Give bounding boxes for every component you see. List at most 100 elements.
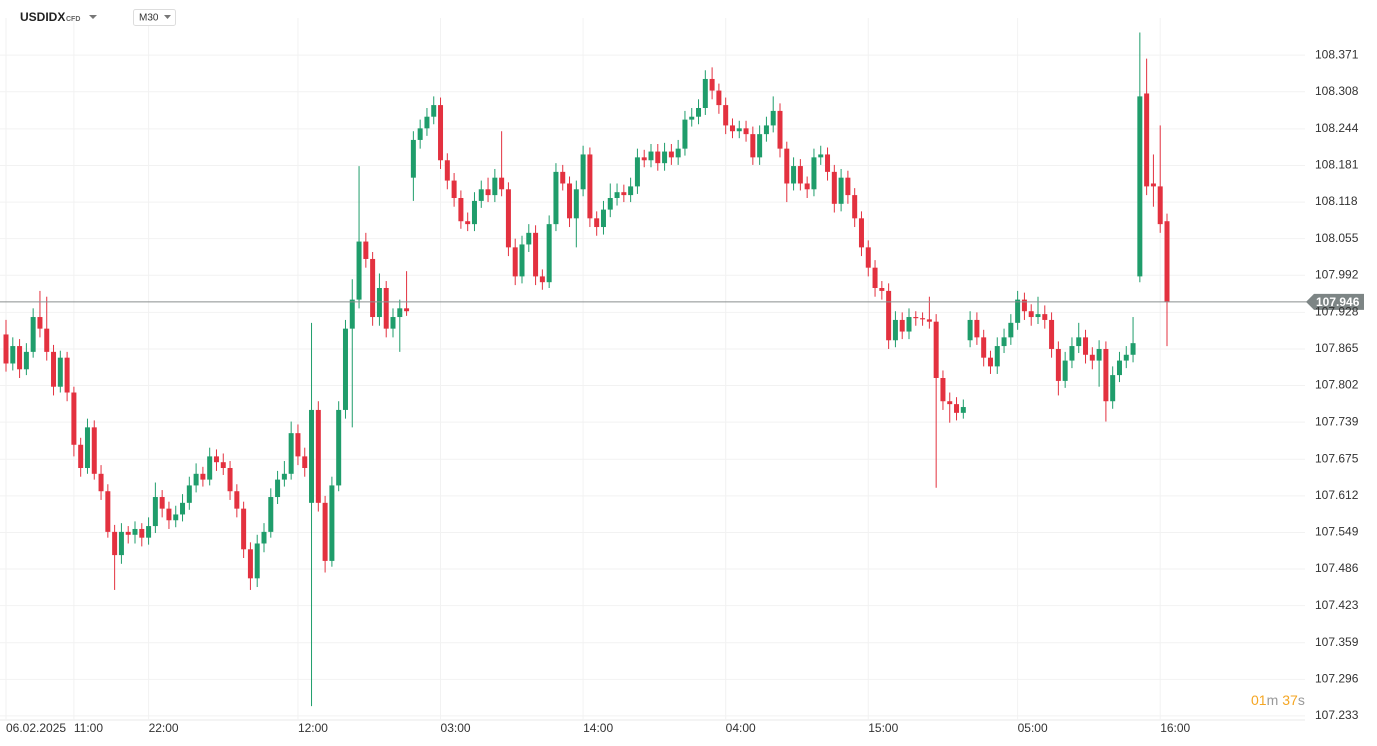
candle-body <box>431 105 437 117</box>
y-tick-label: 107.486 <box>1315 561 1359 575</box>
candle-body <box>607 198 613 210</box>
candle-body <box>641 157 647 161</box>
x-tick-label: 04:00 <box>726 721 756 735</box>
candle-body <box>241 508 247 550</box>
y-tick-label: 107.296 <box>1315 672 1359 686</box>
candle-body <box>743 128 749 135</box>
candle-body <box>1049 319 1055 349</box>
x-tick-label: 14:00 <box>583 721 613 735</box>
candle-body <box>709 78 715 91</box>
candle-body <box>193 473 199 486</box>
candle-body <box>78 444 84 468</box>
candle-body <box>886 290 892 341</box>
candle-body <box>132 528 138 535</box>
candle-body <box>940 378 946 402</box>
candle-body <box>1096 348 1102 361</box>
candle-body <box>139 528 145 538</box>
candle-body <box>702 78 708 108</box>
candle-body <box>213 456 219 463</box>
candle-body <box>784 148 790 184</box>
candle-body <box>926 319 932 322</box>
candle-body <box>967 319 973 341</box>
y-tick-label: 108.118 <box>1315 194 1358 208</box>
y-tick-label: 107.675 <box>1315 451 1359 465</box>
x-tick-label: 11:00 <box>74 721 103 735</box>
y-tick-label: 108.371 <box>1315 47 1359 61</box>
candle-body <box>478 189 484 201</box>
countdown-seconds-unit: s <box>1298 692 1305 708</box>
candle-body <box>315 409 321 503</box>
timeframe-box[interactable] <box>133 9 176 26</box>
candle-body <box>539 276 545 283</box>
symbol[interactable]: USDIDX <box>20 10 65 24</box>
timeframe[interactable]: M30 <box>139 13 159 24</box>
candle-body <box>492 177 498 196</box>
countdown-seconds: 37 <box>1282 692 1298 708</box>
candle-body <box>729 125 735 132</box>
candle-body <box>675 148 681 158</box>
candle-body <box>865 247 871 268</box>
candle-body <box>1042 314 1048 320</box>
y-tick-label: 107.233 <box>1315 708 1359 722</box>
candle-body <box>146 526 152 538</box>
candle-body <box>1076 337 1082 347</box>
candle-body <box>954 404 960 413</box>
candle-body <box>770 110 776 126</box>
candle-body <box>336 409 342 486</box>
y-tick-label: 107.549 <box>1315 525 1359 539</box>
candle-body <box>750 134 756 158</box>
candle-body <box>1110 375 1116 402</box>
candle-body <box>682 119 688 149</box>
y-tick-label: 107.928 <box>1315 305 1359 319</box>
candle-body <box>723 105 729 126</box>
candle-body <box>587 154 593 219</box>
candle-body <box>1008 322 1014 338</box>
candle-body <box>628 186 634 196</box>
countdown: 01m 37s <box>1251 692 1305 708</box>
symbol-dropdown[interactable] <box>89 15 97 19</box>
candle-body <box>186 485 192 503</box>
candle-body <box>424 116 430 129</box>
candle-body <box>71 392 77 445</box>
candle-body <box>438 105 444 161</box>
candle-body <box>44 328 50 352</box>
candle-body <box>173 514 179 521</box>
candle-body <box>383 288 389 329</box>
candle-body <box>112 531 118 556</box>
candle-body <box>1062 360 1068 381</box>
candle-body <box>1021 299 1027 312</box>
candle-body <box>533 232 539 277</box>
candle-body <box>471 200 477 225</box>
candle-body <box>906 317 912 332</box>
countdown-minutes: 01 <box>1251 692 1267 708</box>
candle-body <box>791 166 797 184</box>
candle-body <box>363 241 369 259</box>
candle-body <box>10 346 16 364</box>
candle-body <box>519 244 525 277</box>
candle-body <box>37 317 43 329</box>
candle-body <box>159 497 165 509</box>
candle-body <box>499 177 505 190</box>
candle-body <box>166 508 172 521</box>
y-tick-label: 107.359 <box>1315 635 1359 649</box>
candle-body <box>220 462 226 468</box>
y-tick-label: 108.308 <box>1315 84 1359 98</box>
candle-body <box>757 134 763 158</box>
timeframe-dropdown[interactable] <box>164 15 171 19</box>
candle-body <box>417 128 423 140</box>
x-tick-label: 22:00 <box>149 721 179 735</box>
candle-body <box>356 241 362 300</box>
candle-body <box>1055 348 1061 381</box>
candle-body <box>553 171 559 225</box>
candle-body <box>261 531 267 544</box>
candle-body <box>580 154 586 190</box>
last-price-tag <box>1306 293 1364 310</box>
candle-body <box>322 502 328 561</box>
candle-body <box>404 308 410 312</box>
candle-body <box>831 171 837 204</box>
candle-body <box>899 319 905 332</box>
y-tick-label: 107.739 <box>1315 414 1359 428</box>
candle-body <box>342 328 348 410</box>
